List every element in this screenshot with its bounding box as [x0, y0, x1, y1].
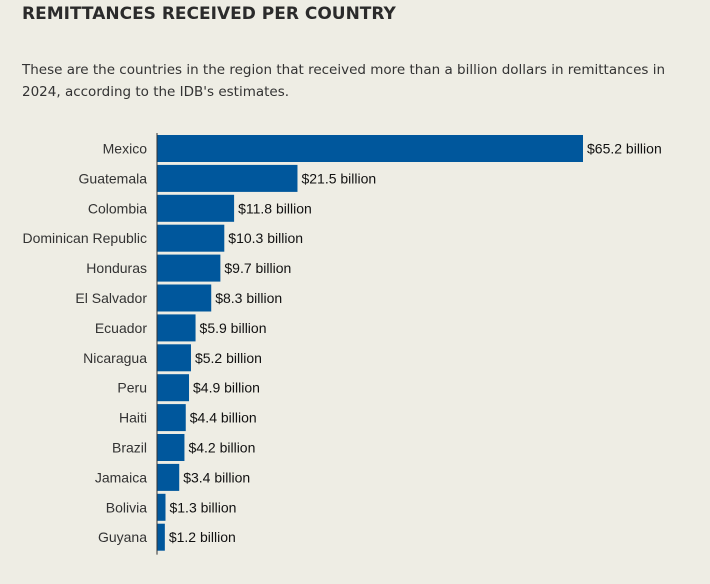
category-label: Colombia [88, 200, 147, 216]
value-label: $65.2 billion [587, 141, 662, 157]
bar-dominican-republic [157, 224, 225, 252]
bar-guyana [157, 523, 165, 551]
category-label: Brazil [112, 440, 147, 456]
value-label: $3.4 billion [183, 469, 250, 485]
bar-colombia [157, 194, 235, 222]
bar-peru [157, 374, 190, 402]
value-label: $5.2 billion [195, 350, 262, 366]
value-label: $4.4 billion [190, 410, 257, 426]
bar-mexico [157, 135, 583, 162]
value-label: $4.9 billion [193, 380, 260, 396]
bar-guatemala [157, 164, 298, 192]
value-label: $9.7 billion [224, 260, 291, 276]
category-label: Ecuador [95, 320, 147, 336]
category-label: Jamaica [95, 469, 147, 485]
category-label: Honduras [86, 260, 147, 276]
chart-subtitle: These are the countries in the region th… [22, 62, 666, 100]
category-label: Haiti [119, 410, 147, 426]
category-label: Peru [117, 380, 147, 396]
value-label: $8.3 billion [215, 290, 282, 306]
bars-group: Mexico $65.2 billion Guatemala $21.5 billio… [22, 135, 662, 551]
bar-jamaica [157, 463, 180, 491]
value-label: $10.3 billion [228, 230, 303, 246]
value-label: $11.8 billion [238, 200, 312, 216]
value-label: $1.3 billion [169, 499, 236, 515]
value-label: $1.2 billion [169, 529, 236, 545]
value-label: $5.9 billion [200, 320, 267, 336]
bar-el-salvador [157, 284, 212, 312]
bar-haiti [157, 404, 186, 432]
category-label: Guatemala [79, 170, 148, 186]
category-label: El Salvador [75, 290, 147, 306]
bar-ecuador [157, 314, 196, 342]
bar-honduras [157, 254, 221, 282]
bar-bolivia [157, 493, 166, 521]
bar-nicaragua [157, 344, 191, 372]
bar-brazil [157, 434, 185, 461]
category-label: Mexico [103, 141, 148, 157]
category-label: Guyana [98, 529, 147, 545]
category-label: Nicaragua [83, 350, 147, 366]
bar-chart: Mexico $65.2 billion Guatemala $21.5 billio… [22, 133, 662, 555]
value-label: $21.5 billion [301, 170, 376, 186]
category-label: Dominican Republic [22, 230, 147, 246]
category-label: Bolivia [106, 499, 147, 515]
value-label: $4.2 billion [188, 440, 255, 456]
chart-title: REMITTANCES RECEIVED PER COUNTRY [22, 4, 396, 24]
